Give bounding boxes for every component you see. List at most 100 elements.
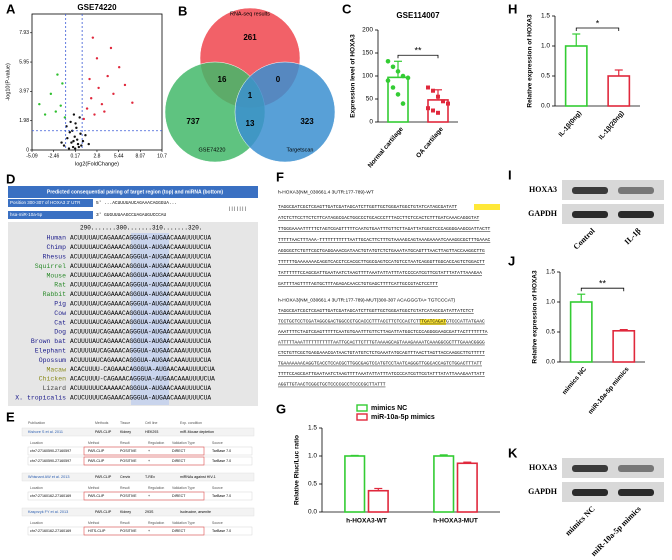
legend-label: miR-10a-5p mimics: [371, 414, 435, 421]
sequence-line: AAATTTTCTAGTCGAGTTTTTCAATGTGAATTTGTTCTTA…: [278, 329, 488, 335]
bar: [344, 455, 366, 513]
site-highlight: [131, 233, 169, 405]
species-name: Brown bat: [31, 338, 66, 345]
point: [70, 141, 73, 144]
sequence-title: h-HOXA3(NM_030661.4 3UTR:177-789)-WT: [278, 189, 374, 195]
point: [87, 142, 90, 146]
species-seq: ACUUUUAUCAGAAACAGGGUA-AUGAACAAAUUUUCUA: [70, 263, 211, 270]
species-seq: ACUUUUAUCAGAAACAGGGUA-AUGAACAAAUUUUCUA: [70, 253, 211, 260]
y-tick-label: 5.95: [19, 59, 29, 65]
bar: [456, 462, 478, 513]
y-tick-label: 150: [362, 50, 373, 57]
point: [60, 141, 63, 144]
cell-condition: miR-Mouse depletion: [180, 430, 214, 434]
bar: [564, 45, 588, 107]
result-highlight: [83, 526, 205, 536]
species-seq: ACUUUUAUCAGAAACAGGGUA-AUGAACAAAUUUUCUA: [70, 338, 211, 345]
panel-label: H: [508, 1, 517, 16]
region-count: 261: [243, 33, 257, 42]
region-count: 737: [186, 117, 200, 126]
point: [76, 142, 80, 146]
significance-bracket: [397, 54, 439, 59]
point: [112, 92, 115, 96]
blot-band: [618, 211, 654, 218]
table-header: Tissue: [120, 421, 130, 425]
y-tick-label: 50: [366, 96, 374, 103]
species-seq: ACACUUUU-CAGAAACAGGGUA-AUGAACAAAUUUUCUA: [70, 376, 215, 383]
result-cell: TarBase 7.0: [212, 494, 231, 498]
panel-label: J: [508, 253, 515, 268]
result-cell: DIRECT: [172, 529, 186, 533]
row-header: Validation Type: [172, 441, 195, 445]
species-name: Elephant: [35, 348, 66, 355]
blot-strip: [562, 458, 664, 478]
row-header: Validation Type: [172, 521, 195, 525]
significance-label: **: [414, 46, 422, 56]
x-tick-label: 8.07: [135, 153, 145, 159]
y-tick-label: 7.93: [19, 30, 29, 36]
species-seq: ACUUUUAUCAGAAACAGGGUA-AUGAACAAAUUUUCUA: [70, 347, 211, 354]
point: [117, 66, 121, 69]
y-tick-label: 1.5: [541, 13, 550, 20]
blot-band: [572, 465, 608, 472]
data-point: [390, 64, 396, 70]
point: [81, 139, 85, 143]
species-seq: ACUUUUAUCAGAAACAGGGUA-AUGAACAAAUUUUCUA: [70, 310, 211, 317]
x-tick-label: OA cartilage: [415, 126, 445, 160]
pairing: |||||||: [228, 206, 247, 212]
cell-tissue: Kidney: [120, 430, 131, 434]
ruler: 290.......300.......310.......320.: [80, 225, 202, 232]
species-name: Rat: [54, 282, 66, 289]
data-point: [400, 73, 406, 79]
legend-label: mimics NC: [371, 405, 407, 412]
cell-cell: 293S: [145, 510, 154, 514]
y-tick-label: 0.0: [541, 103, 550, 110]
x-tick-label: IL-1β(20ng): [598, 110, 626, 141]
species-seq: ACUUUUAUCAGAAACAGGGUA-AUGAACAAAUUUUCUA: [70, 300, 211, 307]
result-cell: POSITIVE: [120, 459, 137, 463]
point: [77, 145, 81, 149]
species-name: Opossum: [39, 357, 66, 364]
data-point: [441, 99, 445, 104]
species-seq: ACACUUUU-CAGAAACAGGGUA-AUGAACAAAUUUUCUA: [70, 366, 215, 373]
x-tick-label: -5.09: [26, 153, 38, 159]
blot-row-label: GAPDH: [528, 209, 558, 218]
row-header: Source: [212, 521, 223, 525]
data-point: [431, 108, 435, 113]
y-tick-label: 1.5: [546, 269, 555, 276]
result-cell: DIRECT: [172, 449, 186, 453]
species-name: Macaw: [46, 366, 66, 373]
table-header: Exp. condition: [180, 421, 202, 425]
cell-cell: T-REx: [145, 475, 155, 479]
species-name: Pig: [54, 301, 66, 308]
blot-band: [618, 489, 654, 496]
point: [71, 145, 75, 149]
result-cell: +: [148, 459, 150, 463]
point: [131, 101, 134, 104]
cell-condition: Isoleucine, arsenite: [180, 510, 211, 514]
point: [85, 107, 89, 110]
result-cell: POSITIVE: [120, 494, 137, 498]
row-header: Location: [30, 486, 43, 490]
bar: [433, 455, 455, 513]
y-axis-label: -log10(P-value): [5, 63, 11, 101]
species-seq: ACUUUUAUCAGAAACAGGGUA-AUGAACAAAUUUUCUA: [70, 357, 211, 364]
cell-method: PAR-CLIP: [95, 430, 112, 434]
y-axis-label: Relative expression of HOXA3: [527, 14, 534, 108]
region-count: 323: [300, 117, 314, 126]
species-name: Chicken: [39, 376, 66, 383]
blot-band: [572, 187, 608, 194]
y-tick-label: 0: [369, 119, 373, 126]
species-seq: ACUCUUUUCAGAAACAGGGUA-AUGAACAAAUUUUCUA: [70, 394, 211, 401]
species-seq: ACUUUUAUCAGAAACAGGGUA-AUGAACAAAUUUUCUA: [70, 282, 211, 289]
blot-strip: [562, 482, 664, 502]
x-tick-label: h-HOXA3-MUT: [433, 518, 478, 525]
region-count: 16: [218, 75, 227, 84]
point: [103, 110, 106, 113]
y-tick-label: 0.5: [541, 73, 550, 80]
row-header: Result: [120, 486, 130, 490]
point: [82, 117, 85, 121]
sequence-line: ATCTCTTCCTTCTCTTCATAGGCGACTGGCCCTGCACCCT…: [278, 215, 479, 221]
table-header: Cell line: [145, 421, 158, 425]
